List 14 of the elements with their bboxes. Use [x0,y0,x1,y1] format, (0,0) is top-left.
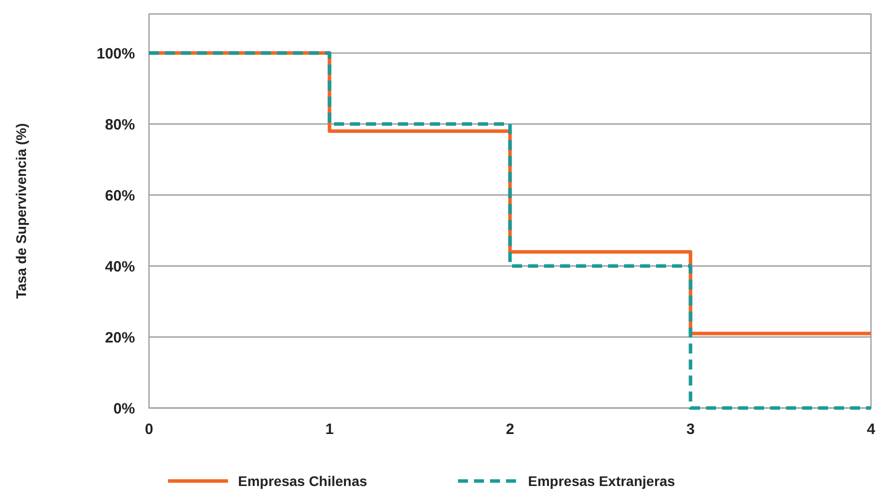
y-tick-label: 60% [104,187,135,204]
y-tick-label: 80% [104,116,135,134]
x-tick-label: 4 [866,421,876,438]
y-tick-label: 100% [96,45,135,62]
y-tick-label: 20% [104,329,135,346]
legend-label: Empresas Chilenas [238,473,368,489]
x-tick-label: 0 [144,421,154,438]
y-tick-label: 0% [113,400,135,418]
x-tick-label: 2 [506,421,514,438]
y-tick-label: 40% [104,258,135,276]
y-axis-title: Tasa de Supervivencia (%) [13,123,29,299]
x-tick-label: 3 [686,421,695,438]
legend-label: Empresas Extranjeras [528,473,676,489]
x-tick-label: 1 [325,421,334,438]
